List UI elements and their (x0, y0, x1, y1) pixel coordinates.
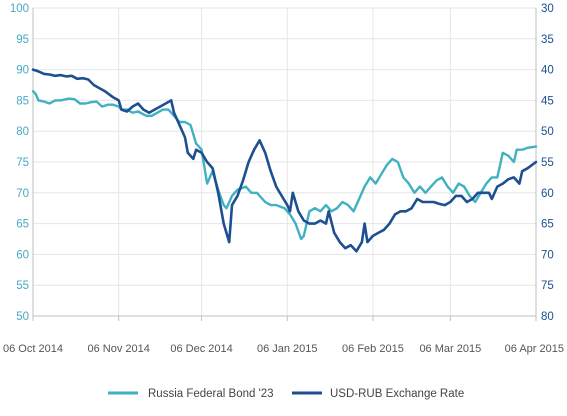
y-left-tick-label: 100 (10, 3, 29, 15)
y-left-tick-label: 95 (16, 34, 29, 46)
y-right-tick-label: 40 (541, 65, 554, 77)
y-right-tick-label: 75 (541, 280, 554, 292)
x-tick-label: 06 Jan 2015 (257, 343, 318, 355)
legend: Russia Federal Bond '23 USD-RUB Exchange … (108, 388, 464, 400)
y-right-tick-label: 35 (541, 34, 554, 46)
x-tick-label: 06 Apr 2015 (505, 343, 564, 355)
y-left-tick-label: 50 (16, 311, 29, 323)
series-lines (31, 68, 538, 253)
x-tick-label: 06 Nov 2014 (87, 343, 149, 355)
y-left-tick-label: 75 (16, 157, 29, 169)
y-left-tick-label: 70 (16, 188, 29, 200)
y-right-tick-label: 50 (541, 126, 554, 138)
gridlines (32, 7, 537, 317)
legend-label: USD-RUB Exchange Rate (330, 388, 464, 400)
y-right-tick-label: 30 (541, 3, 554, 15)
series-line-usd-rub (31, 68, 538, 253)
y-left-tick-label: 90 (16, 65, 29, 77)
y-left-tick-label: 65 (16, 219, 29, 231)
x-tick-label: 06 Feb 2015 (342, 343, 404, 355)
y-left-tick-label: 85 (16, 95, 29, 107)
x-tick-label: 06 Oct 2014 (3, 343, 63, 355)
y-right-tick-label: 65 (541, 219, 554, 231)
y-right-tick-label: 70 (541, 249, 554, 261)
y-left-tick-label: 80 (16, 126, 29, 138)
x-tick-label: 06 Dec 2014 (170, 343, 232, 355)
y-right-tick-label: 45 (541, 95, 554, 107)
y-left-tick-label: 55 (16, 280, 29, 292)
y-right-tick-label: 80 (541, 311, 554, 323)
y-right-tick-label: 60 (541, 188, 554, 200)
x-tick-label: 06 Mar 2015 (419, 343, 481, 355)
y-right-tick-label: 55 (541, 157, 554, 169)
y-left-tick-label: 60 (16, 249, 29, 261)
legend-label: Russia Federal Bond '23 (148, 388, 274, 400)
axes: 50 55 60 65 70 75 80 85 90 95 100 30 35 40 45 50 55 60 65 7… (3, 3, 564, 355)
series-line-bond (31, 90, 538, 241)
